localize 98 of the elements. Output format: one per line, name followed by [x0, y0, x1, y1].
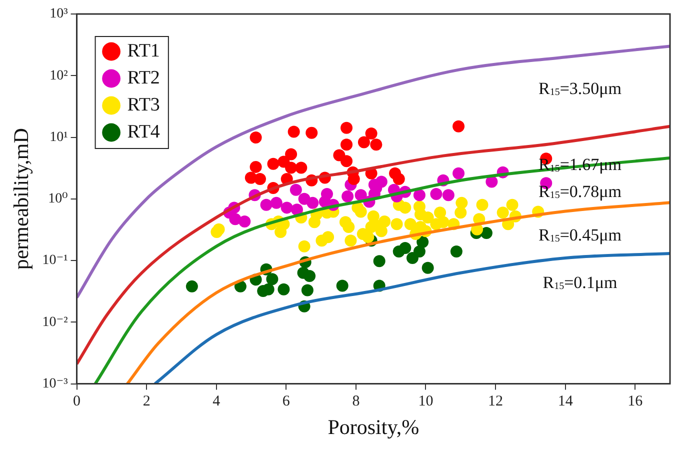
point — [480, 226, 492, 239]
annotation: R15=0.45μm — [538, 226, 622, 245]
point — [354, 206, 367, 218]
point — [295, 162, 308, 174]
point — [186, 280, 198, 292]
point — [422, 211, 434, 224]
x-tick-label: 2 — [142, 394, 150, 410]
point — [496, 206, 509, 219]
point — [430, 188, 442, 200]
point — [375, 176, 388, 188]
line-series — [76, 44, 670, 300]
x-tick-label: 4 — [212, 394, 221, 410]
x-tick-label: 8 — [352, 394, 360, 410]
x-tick-label: 10 — [418, 394, 434, 410]
point — [306, 126, 318, 139]
y-tick-label: 10⁻² — [42, 314, 68, 330]
line-series — [126, 201, 670, 384]
point — [378, 215, 391, 228]
point — [280, 202, 293, 214]
point — [262, 283, 274, 296]
legend-label: RT4 — [127, 121, 160, 142]
point — [348, 173, 360, 186]
x-tick-label: 16 — [628, 394, 644, 410]
point — [413, 189, 426, 202]
y-axis-title: permeability,mD — [9, 128, 34, 270]
point — [340, 122, 353, 134]
x-tick-label: 0 — [73, 394, 81, 410]
point — [342, 221, 355, 233]
point — [278, 283, 290, 296]
point — [342, 190, 354, 202]
x-tick-label: 6 — [282, 394, 290, 410]
point — [260, 198, 272, 211]
point — [210, 226, 223, 238]
annotation: R15=3.50μm — [538, 79, 622, 98]
point — [298, 240, 310, 252]
point — [356, 228, 369, 240]
point — [399, 242, 412, 254]
point — [340, 155, 353, 168]
point — [267, 158, 280, 170]
legend-label: RT2 — [127, 67, 160, 88]
point — [250, 160, 262, 173]
point — [320, 188, 333, 200]
point — [404, 218, 416, 230]
x-tick-label: 12 — [488, 394, 504, 410]
point — [454, 206, 467, 219]
point — [274, 226, 287, 238]
point — [301, 284, 314, 296]
point — [304, 270, 316, 282]
point — [476, 198, 488, 211]
point — [358, 136, 370, 148]
point — [375, 225, 388, 238]
y-tick-label: 10⁻¹ — [42, 253, 68, 268]
y-tick-label: 10⁰ — [48, 192, 68, 207]
point — [290, 204, 303, 216]
point — [322, 231, 334, 244]
point — [250, 132, 262, 144]
y-tick-label: 10⁻³ — [42, 376, 68, 392]
y-tick-label: 10¹ — [50, 130, 68, 145]
point — [290, 184, 302, 196]
point — [373, 255, 386, 268]
point — [340, 138, 353, 151]
point — [285, 162, 298, 174]
point — [254, 173, 266, 186]
line-series — [94, 156, 670, 384]
point — [285, 148, 298, 160]
x-tick-label: 14 — [558, 394, 574, 410]
point — [370, 138, 382, 151]
point — [452, 167, 465, 180]
point — [266, 273, 278, 286]
point — [442, 189, 454, 202]
point — [354, 189, 367, 202]
point — [392, 173, 405, 186]
point — [434, 206, 446, 219]
point — [413, 246, 426, 258]
point — [336, 280, 348, 292]
point — [450, 246, 462, 258]
point — [344, 234, 357, 247]
x-axis-title: Porosity,% — [328, 414, 420, 439]
point — [288, 126, 300, 138]
legend-label: RT1 — [127, 40, 160, 62]
legend-label: RT3 — [127, 94, 160, 116]
line-series — [153, 252, 670, 384]
y-tick-label: 10² — [50, 68, 68, 84]
y-tick-label: 10³ — [50, 6, 68, 22]
point — [270, 196, 282, 209]
point — [229, 213, 242, 226]
point — [399, 202, 412, 214]
point — [390, 218, 403, 230]
point — [422, 262, 434, 274]
point — [308, 216, 320, 228]
point — [365, 128, 378, 140]
line-series — [76, 124, 670, 366]
point — [416, 236, 429, 248]
point — [452, 120, 465, 132]
point — [506, 198, 518, 211]
annotation: R15=0.1μm — [542, 272, 618, 292]
point — [306, 196, 319, 209]
point — [430, 218, 442, 230]
